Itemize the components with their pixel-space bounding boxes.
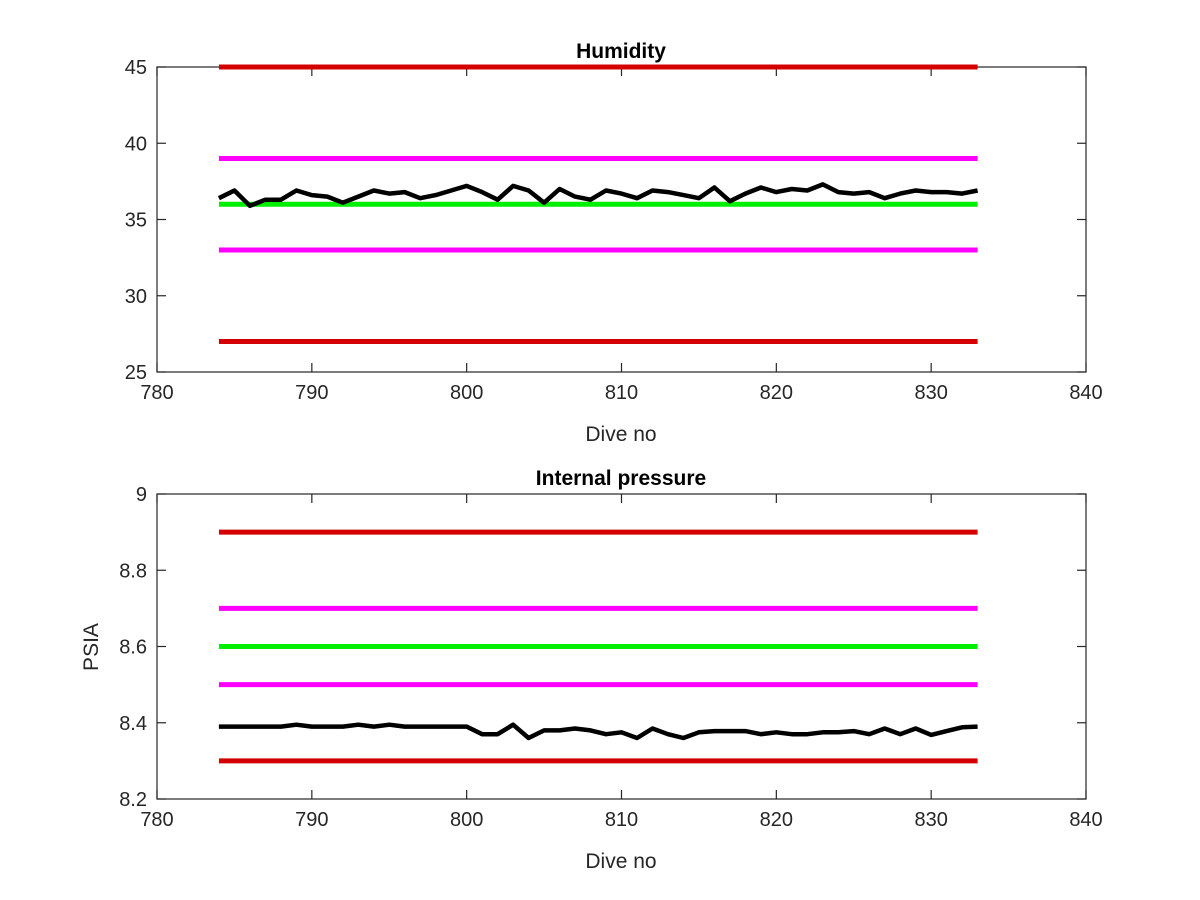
humidity-xtick-label: 830: [914, 382, 947, 404]
pressure-ytick-label: 8.6: [119, 637, 147, 659]
humidity-title: Humidity: [576, 40, 666, 63]
humidity-xtick-label: 800: [450, 382, 483, 404]
pressure-ytick-label: 9: [136, 484, 147, 506]
humidity-axes: Humidity Dive no 780 790 800 810 820 830 840 25…: [125, 40, 1103, 446]
humidity-xtick-label: 820: [760, 382, 793, 404]
humidity-ytick-label: 25: [125, 362, 147, 384]
pressure-xtick-label: 840: [1069, 809, 1102, 831]
pressure-xtick-label: 790: [295, 809, 328, 831]
pressure-xtick-label: 780: [140, 809, 173, 831]
pressure-ytick-label: 8.4: [119, 713, 147, 735]
humidity-xtick-label: 780: [140, 382, 173, 404]
pressure-ylabel: PSIA: [80, 623, 103, 671]
pressure-xtick-label: 830: [914, 809, 947, 831]
humidity-xtick-label: 810: [605, 382, 638, 404]
humidity-ytick-label: 45: [125, 57, 147, 79]
humidity-ytick-label: 35: [125, 210, 147, 232]
humidity-xlabel: Dive no: [585, 423, 656, 446]
pressure-xtick-label: 800: [450, 809, 483, 831]
pressure-xlabel: Dive no: [585, 850, 656, 873]
humidity-xtick-label: 840: [1069, 382, 1102, 404]
humidity-ytick-label: 40: [125, 133, 147, 155]
internal-pressure-axes: Internal pressure Dive no PSIA 780 790 800…: [80, 467, 1103, 873]
pressure-ytick-label: 8.8: [119, 560, 147, 582]
humidity-plot-area: [156, 66, 1087, 373]
humidity-ytick-label: 30: [125, 286, 147, 308]
pressure-ytick-label: 8.2: [119, 789, 147, 811]
pressure-title: Internal pressure: [536, 467, 706, 490]
humidity-measurement-line: [217, 182, 979, 209]
pressure-xtick-label: 820: [760, 809, 793, 831]
humidity-xtick-label: 790: [295, 382, 328, 404]
pressure-measurement-line: [218, 722, 978, 741]
pressure-xtick-label: 810: [605, 809, 638, 831]
